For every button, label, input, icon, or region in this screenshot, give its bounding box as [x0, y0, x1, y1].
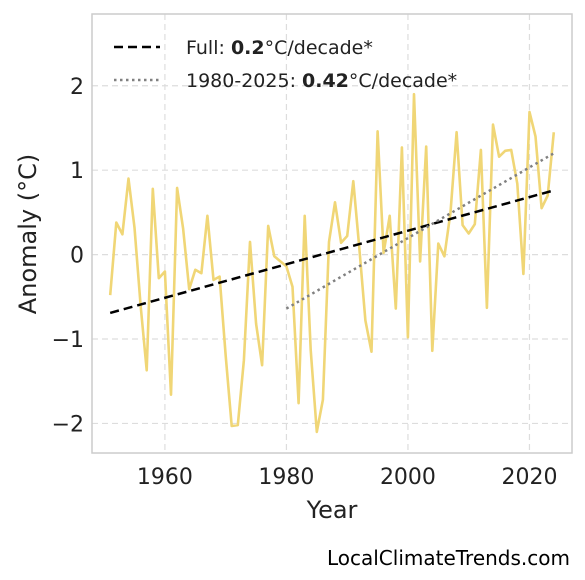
y-tick-label: 1 [70, 159, 84, 184]
x-tick-label: 2000 [380, 465, 436, 490]
legend-full-text: Full: 0.2°C/decade* [186, 37, 373, 59]
legend-full-unit: °C/decade* [265, 37, 373, 59]
y-tick-label: −2 [52, 412, 84, 437]
series-observed-anomaly [108, 92, 556, 434]
plot-frame [91, 13, 573, 454]
y-tick-label: 0 [70, 244, 84, 269]
legend-recent-label: 1980-2025: [186, 70, 302, 92]
legend-recent-unit: °C/decade* [349, 70, 457, 92]
x-tick-labels: 1960 1980 2000 2020 [137, 465, 558, 490]
legend-full-label: Full: [186, 37, 231, 59]
legend-recent-text: 1980-2025: 0.42°C/decade* [186, 70, 457, 92]
x-axis-label: Year [306, 496, 358, 524]
legend-full-value: 0.2 [231, 37, 265, 59]
legend: Full: 0.2°C/decade* 1980-2025: 0.42°C/de… [114, 37, 457, 92]
x-tick-label: 2020 [501, 465, 557, 490]
watermark: LocalClimateTrends.com [326, 546, 570, 570]
x-tick-label: 1980 [258, 465, 314, 490]
y-tick-label: −1 [52, 328, 84, 353]
grid [92, 14, 572, 453]
series [108, 92, 556, 434]
y-tick-labels: −2 −1 0 1 2 [52, 75, 84, 438]
y-tick-label: 2 [70, 75, 84, 100]
y-axis-label: Anomaly (°C) [14, 154, 42, 314]
legend-recent-value: 0.42 [302, 70, 349, 92]
series-trend-full [109, 189, 555, 315]
x-tick-label: 1960 [137, 465, 193, 490]
